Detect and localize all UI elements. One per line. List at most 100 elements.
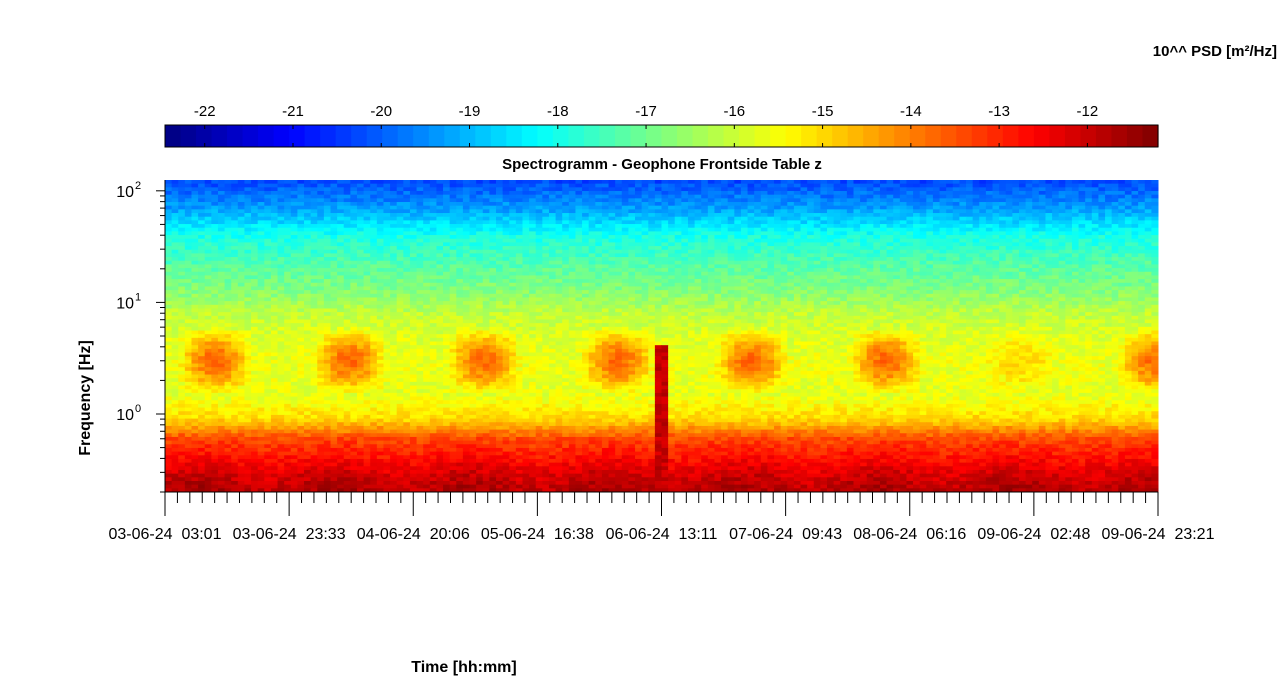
- heatmap-cell: [522, 206, 529, 210]
- heatmap-cell: [225, 231, 232, 235]
- heatmap-cell: [701, 217, 708, 221]
- heatmap-cell: [284, 180, 291, 184]
- heatmap-cell: [622, 239, 629, 243]
- heatmap-cell: [714, 217, 721, 221]
- heatmap-cell: [893, 261, 900, 265]
- heatmap-cell: [701, 180, 708, 184]
- heatmap-cell: [304, 217, 311, 221]
- heatmap-cell: [867, 206, 874, 210]
- heatmap-cell: [1052, 213, 1059, 217]
- heatmap-cell: [496, 224, 503, 228]
- heatmap-cell: [1132, 220, 1139, 224]
- heatmap-cell: [337, 220, 344, 224]
- heatmap-cell: [1052, 250, 1059, 254]
- colorbar-cell: [941, 125, 957, 147]
- heatmap-cell: [311, 297, 318, 301]
- heatmap-cell: [297, 286, 304, 290]
- heatmap-cell: [549, 209, 556, 213]
- heatmap-cell: [529, 206, 536, 210]
- heatmap-cell: [496, 184, 503, 188]
- heatmap-cell: [681, 286, 688, 290]
- heatmap-cell: [410, 202, 417, 206]
- heatmap-cell: [1065, 235, 1072, 239]
- heatmap-cell: [973, 239, 980, 243]
- colorbar-cell: [398, 125, 414, 147]
- heatmap-cell: [337, 257, 344, 261]
- heatmap-cell: [443, 286, 450, 290]
- heatmap-cell: [820, 209, 827, 213]
- heatmap-cell: [522, 294, 529, 298]
- heatmap-cell: [721, 268, 728, 272]
- heatmap-cell: [867, 257, 874, 261]
- heatmap-cell: [1059, 187, 1066, 191]
- heatmap-cell: [807, 224, 814, 228]
- heatmap-cell: [993, 220, 1000, 224]
- heatmap-cell: [807, 235, 814, 239]
- heatmap-cell: [178, 294, 185, 298]
- heatmap-cell: [827, 220, 834, 224]
- heatmap-cell: [1138, 191, 1145, 195]
- heatmap-cell: [1019, 220, 1026, 224]
- heatmap-cell: [1105, 239, 1112, 243]
- heatmap-cell: [820, 286, 827, 290]
- heatmap-cell: [1012, 264, 1019, 268]
- heatmap-cell: [714, 275, 721, 279]
- heatmap-cell: [205, 231, 212, 235]
- heatmap-cell: [748, 286, 755, 290]
- heatmap-cell: [1045, 187, 1052, 191]
- heatmap-cell: [324, 290, 331, 294]
- heatmap-cell: [913, 272, 920, 276]
- heatmap-cell: [999, 264, 1006, 268]
- heatmap-cell: [503, 297, 510, 301]
- heatmap-cell: [324, 220, 331, 224]
- heatmap-cell: [820, 220, 827, 224]
- heatmap-cell: [165, 272, 172, 276]
- heatmap-cell: [516, 283, 523, 287]
- heatmap-cell: [1105, 191, 1112, 195]
- heatmap-cell: [172, 261, 179, 265]
- heatmap-cell: [443, 294, 450, 298]
- heatmap-cell: [503, 275, 510, 279]
- heatmap-cell: [728, 239, 735, 243]
- heatmap-cell: [509, 272, 516, 276]
- heatmap-cell: [516, 272, 523, 276]
- heatmap-cell: [602, 268, 609, 272]
- heatmap-cell: [450, 297, 457, 301]
- heatmap-cell: [827, 279, 834, 283]
- heatmap-cell: [483, 202, 490, 206]
- heatmap-cell: [1052, 206, 1059, 210]
- heatmap-cell: [748, 184, 755, 188]
- heatmap-cell: [1052, 187, 1059, 191]
- heatmap-cell: [231, 213, 238, 217]
- heatmap-cell: [940, 268, 947, 272]
- heatmap-cell: [774, 235, 781, 239]
- heatmap-cell: [748, 228, 755, 232]
- heatmap-cell: [430, 217, 437, 221]
- heatmap-cell: [575, 264, 582, 268]
- heatmap-cell: [602, 228, 609, 232]
- heatmap-cell: [522, 250, 529, 254]
- heatmap-cell: [860, 217, 867, 221]
- heatmap-cell: [1112, 279, 1119, 283]
- heatmap-cell: [291, 217, 298, 221]
- heatmap-cell: [489, 264, 496, 268]
- heatmap-cell: [953, 209, 960, 213]
- heatmap-cell: [271, 290, 278, 294]
- heatmap-cell: [900, 224, 907, 228]
- heatmap-cell: [562, 180, 569, 184]
- heatmap-cell: [1125, 235, 1132, 239]
- heatmap-cell: [1151, 242, 1158, 246]
- heatmap-cell: [562, 213, 569, 217]
- heatmap-cell: [403, 286, 410, 290]
- heatmap-cell: [953, 272, 960, 276]
- heatmap-cell: [489, 257, 496, 261]
- heatmap-cell: [973, 253, 980, 257]
- heatmap-cell: [331, 195, 338, 199]
- heatmap-cell: [926, 290, 933, 294]
- heatmap-cell: [403, 180, 410, 184]
- heatmap-cell: [264, 217, 271, 221]
- heatmap-cell: [397, 184, 404, 188]
- heatmap-cell: [1098, 180, 1105, 184]
- heatmap-cell: [304, 224, 311, 228]
- heatmap-cell: [1092, 191, 1099, 195]
